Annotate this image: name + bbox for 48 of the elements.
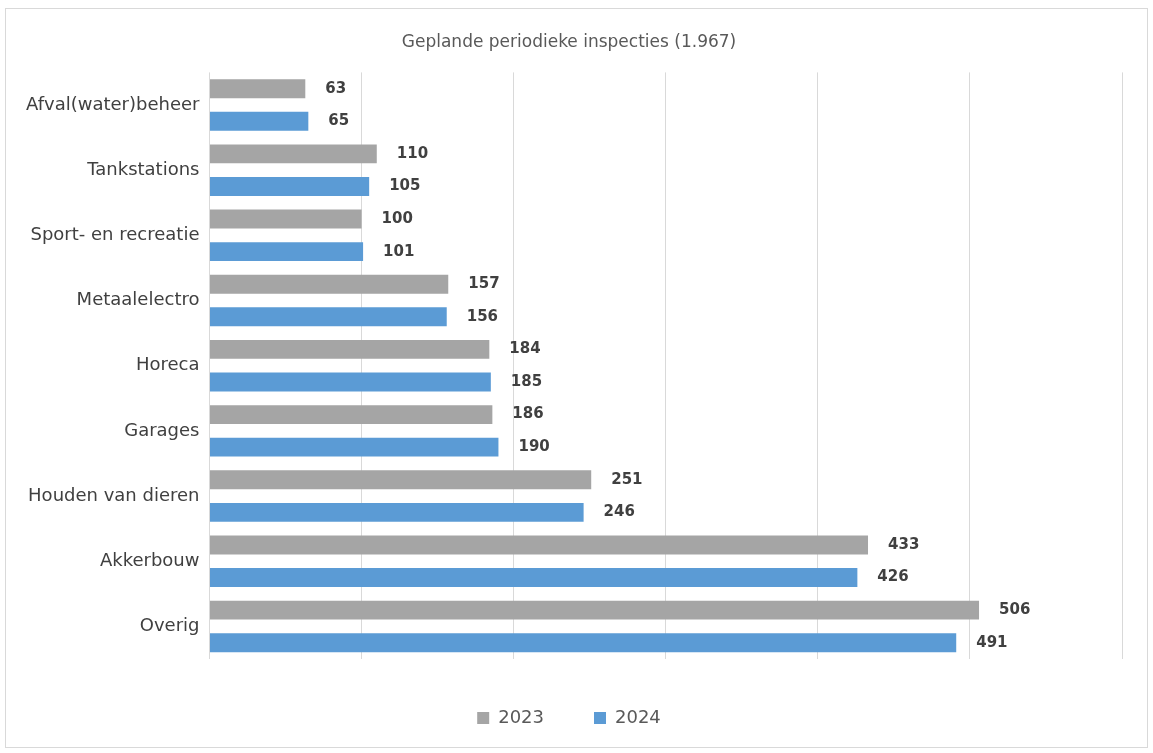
data-label: 184: [509, 339, 541, 358]
data-label: 506: [999, 600, 1031, 619]
data-label: 186: [512, 404, 544, 423]
data-label: 105: [389, 176, 421, 195]
y-tick-label: Horeca: [135, 353, 200, 375]
y-tick-label: Garages: [124, 418, 200, 440]
y-tick-label: Overig: [139, 614, 200, 636]
chart-title: Geplande periodieke inspecties (1.967): [401, 30, 737, 51]
data-label: 157: [468, 274, 500, 293]
bar: [209, 177, 370, 196]
bar: [209, 111, 309, 131]
bar: [209, 633, 957, 653]
y-tick-label: Houden van dieren: [28, 483, 200, 505]
legend-label: 2023: [498, 705, 544, 727]
bar: [209, 339, 490, 359]
data-label: 185: [510, 371, 543, 390]
data-label: 110: [396, 143, 429, 162]
bar: [209, 600, 980, 620]
bar: [209, 144, 377, 164]
data-label: 156: [466, 306, 499, 325]
bar: [209, 242, 364, 262]
y-tick-label: Tankstations: [86, 157, 200, 179]
bar: [209, 535, 869, 555]
bar: [209, 209, 362, 229]
data-label: 63: [325, 78, 347, 97]
y-tick-label: Akkerbouw: [99, 548, 200, 570]
bar: [209, 470, 592, 490]
bar: [209, 274, 449, 294]
data-label: 251: [611, 469, 643, 488]
y-tick-label: Metaalelectro: [76, 288, 200, 310]
data-label: 101: [383, 241, 415, 260]
legend-label: 2024: [615, 705, 661, 727]
bar: [209, 79, 306, 99]
y-tick-label: Afval(water)beheer: [25, 92, 201, 114]
data-label: 100: [381, 208, 413, 227]
bar: [209, 568, 858, 587]
data-label: 433: [888, 534, 920, 553]
data-label: 190: [518, 437, 550, 456]
bar: [209, 307, 447, 327]
bar: [209, 502, 584, 522]
data-label: 65: [328, 111, 350, 130]
y-tick-label: Sport- en recreatie: [30, 223, 200, 245]
data-label: 426: [877, 567, 909, 586]
bar: [209, 372, 491, 392]
bar: [209, 405, 493, 425]
data-label: 246: [603, 502, 635, 521]
data-label: 491: [976, 632, 1008, 651]
bar: [209, 437, 499, 457]
